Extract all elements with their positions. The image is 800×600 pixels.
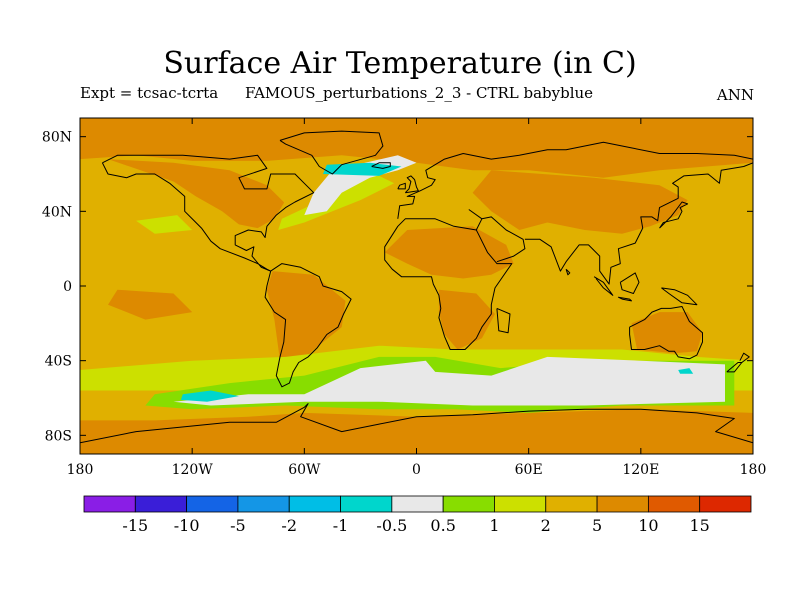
colorbar-label: 15 bbox=[690, 516, 710, 535]
colorbar-swatch bbox=[699, 495, 752, 513]
coastline-20 bbox=[565, 268, 571, 276]
region-arctic bbox=[80, 118, 753, 178]
coastline-17 bbox=[496, 307, 511, 334]
lon-tick-label: 0 bbox=[412, 462, 421, 478]
coastline-11 bbox=[371, 162, 391, 169]
region-ross-sea-cyan bbox=[180, 390, 239, 402]
lat-tick-label: 0 bbox=[63, 279, 72, 295]
lat-tick-label: 80N bbox=[42, 130, 72, 146]
colorbar-label: 2 bbox=[541, 516, 551, 535]
lat-tick-label: 40S bbox=[45, 354, 72, 370]
region-australia bbox=[631, 312, 703, 354]
region-west-pacific-yellow bbox=[136, 215, 193, 234]
colorbar-label: -15 bbox=[122, 516, 148, 535]
coastline-16 bbox=[661, 287, 698, 306]
coastline-5 bbox=[481, 216, 526, 263]
lat-tick-label: 40N bbox=[42, 204, 72, 220]
colorbar-swatch bbox=[596, 495, 649, 513]
coastline-14 bbox=[617, 296, 632, 302]
experiment-description: FAMOUS_perturbations_2_3 - CTRL babyblue bbox=[245, 84, 594, 102]
colorbar-label: 1 bbox=[489, 516, 499, 535]
coastline-4 bbox=[384, 209, 513, 350]
region-pacific-warm-patch bbox=[108, 289, 193, 320]
colorbar-swatch bbox=[494, 495, 547, 513]
coastline-12 bbox=[659, 201, 689, 229]
experiment-label: Expt = tcsac-tcrta bbox=[80, 84, 219, 102]
colorbar-swatch bbox=[237, 495, 290, 513]
colorbar-swatch bbox=[391, 495, 444, 513]
region-southern-africa bbox=[438, 289, 495, 350]
colorbar-label: 0.5 bbox=[430, 516, 455, 535]
colorbar-label: 10 bbox=[638, 516, 658, 535]
lon-tick-label: 120E bbox=[622, 462, 659, 478]
coastline-15 bbox=[619, 272, 640, 294]
lon-tick-label: 120W bbox=[172, 462, 214, 478]
colorbar-swatch bbox=[340, 495, 393, 513]
colorbar-label: -10 bbox=[174, 516, 200, 535]
colorbar-label: -0.5 bbox=[376, 516, 407, 535]
region-southern-ocean-neutral bbox=[173, 356, 725, 406]
region-antarctica bbox=[80, 409, 753, 454]
coastline-2 bbox=[279, 130, 384, 175]
coastlines bbox=[80, 130, 753, 444]
coastline-19 bbox=[739, 352, 750, 363]
coastline-3 bbox=[397, 141, 753, 219]
colorbar-swatch bbox=[134, 495, 188, 513]
region-south-america bbox=[266, 271, 346, 370]
region-asia bbox=[472, 170, 688, 234]
colorbar-swatch bbox=[442, 495, 495, 513]
coastline-13 bbox=[593, 276, 614, 296]
coastline-10 bbox=[397, 182, 406, 190]
coastline-9 bbox=[404, 175, 419, 194]
temperature-field bbox=[80, 118, 753, 454]
colorbar-swatch bbox=[83, 495, 136, 513]
region-north-america bbox=[108, 159, 286, 229]
colorbar-label: 5 bbox=[592, 516, 602, 535]
coastline-1 bbox=[264, 263, 352, 388]
colorbar-label: -2 bbox=[281, 516, 297, 535]
lat-tick-label: 80S bbox=[45, 428, 72, 444]
region-gulf-stream-yellow bbox=[278, 174, 395, 230]
coastline-6 bbox=[524, 162, 753, 285]
coastline-8 bbox=[80, 403, 753, 444]
colorbar-label: -5 bbox=[230, 516, 246, 535]
colorbar-label: -1 bbox=[333, 516, 349, 535]
region-indian-ocean-cyan bbox=[678, 368, 694, 374]
colorbar-swatch bbox=[186, 495, 239, 513]
coastline-0 bbox=[101, 154, 315, 272]
lon-tick-label: 60W bbox=[288, 462, 321, 478]
colorbar-swatch bbox=[545, 495, 598, 513]
lon-tick-label: 180 bbox=[740, 462, 767, 478]
season-label: ANN bbox=[716, 86, 754, 104]
lon-tick-label: 60E bbox=[515, 462, 543, 478]
colorbar-swatch bbox=[647, 495, 701, 513]
map-title: Surface Air Temperature (in C) bbox=[163, 46, 637, 81]
lon-tick-label: 180 bbox=[67, 462, 94, 478]
map-axes: 180 120W 60W 0 60E 120E 180 80N 40N 0 40S 80S bbox=[42, 118, 766, 478]
coastline-7 bbox=[629, 306, 703, 360]
region-north-atlantic-cold-cyan bbox=[323, 162, 402, 176]
colorbar: -15 -10 -5 -2 -1 -0.5 0.5 1 2 5 10 15 bbox=[83, 495, 752, 535]
colorbar-swatch bbox=[288, 495, 341, 513]
